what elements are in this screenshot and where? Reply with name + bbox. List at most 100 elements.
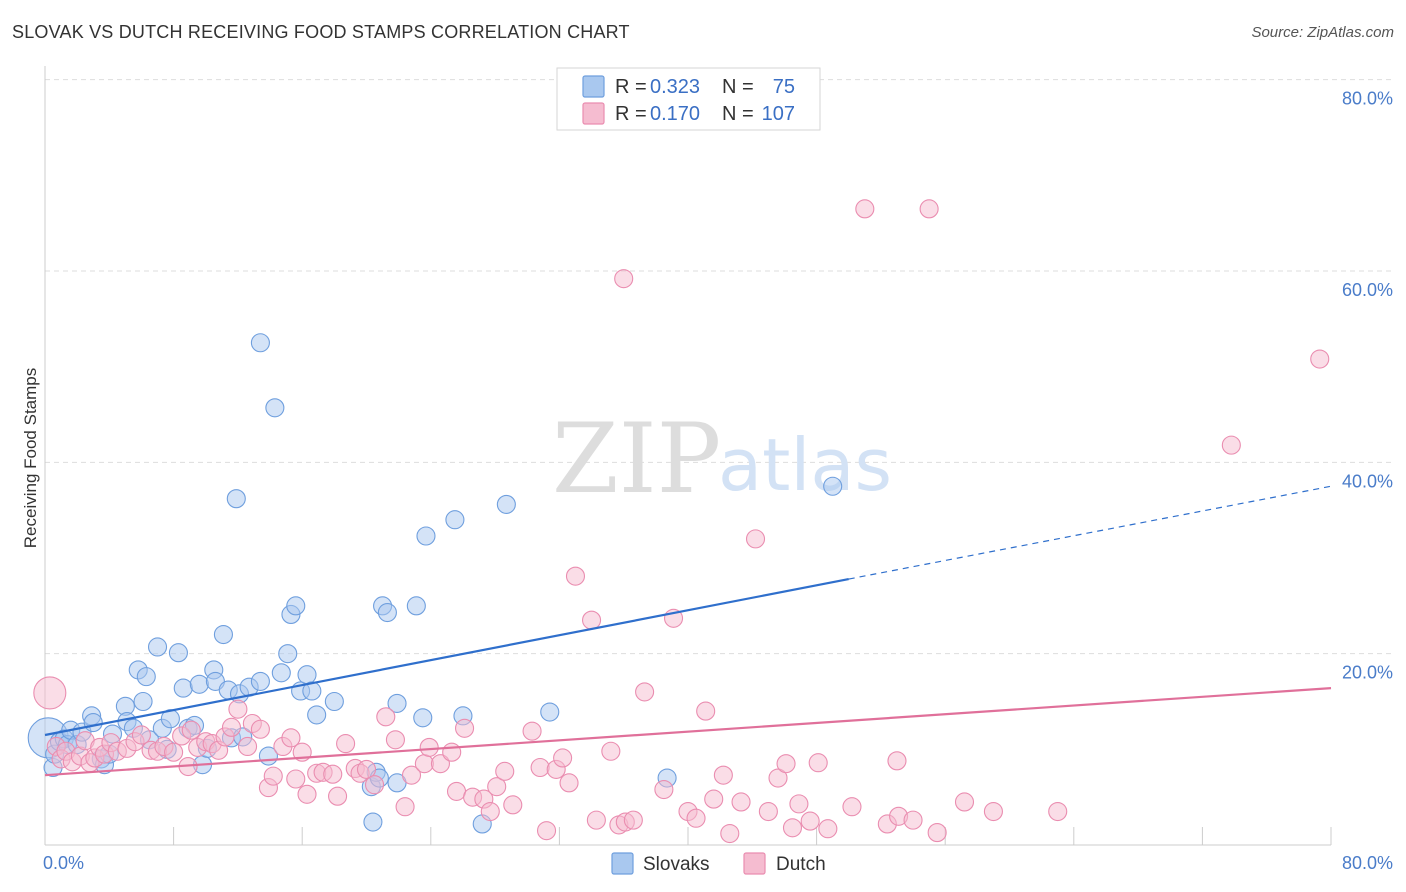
- point-dutch-101: [903, 810, 923, 830]
- point-dutch-90: [768, 768, 788, 788]
- point-dutch-37: [286, 769, 306, 789]
- y-tick-label-20: 20.0%: [1342, 663, 1393, 683]
- point-dutch-94: [800, 811, 820, 831]
- point-dutch-0: [33, 676, 67, 710]
- point-dutch-63: [495, 761, 515, 781]
- point-dutch-53: [414, 754, 434, 774]
- legend-r-label-slovaks: R =: [615, 76, 647, 98]
- point-dutch-30: [237, 736, 258, 757]
- point-dutch-109: [887, 751, 907, 771]
- point-dutch-55: [430, 754, 450, 774]
- point-dutch-105: [983, 801, 1003, 822]
- point-dutch-51: [395, 797, 415, 817]
- point-slovaks-64: [413, 708, 433, 728]
- tick-labels: 20.0% 40.0% 60.0% 80.0% 0.0% 80.0%: [43, 89, 1393, 873]
- point-slovaks-60: [377, 602, 397, 623]
- point-dutch-48: [364, 775, 385, 795]
- point-dutch-64: [503, 795, 523, 815]
- x-tick-label-left: 0.0%: [43, 853, 84, 873]
- point-slovaks-46: [271, 663, 291, 683]
- point-dutch-19: [164, 742, 184, 762]
- point-slovaks-72: [823, 476, 843, 496]
- point-dutch-74: [601, 741, 621, 761]
- point-dutch-102: [919, 199, 939, 219]
- point-dutch-82: [686, 808, 706, 828]
- point-slovaks-47: [278, 644, 298, 664]
- y-tick-label-40: 40.0%: [1342, 471, 1393, 491]
- legend-r-value-dutch: 0.170: [650, 103, 700, 125]
- point-dutch-95: [808, 753, 828, 773]
- point-slovaks-49: [286, 596, 306, 616]
- point-slovaks-69: [496, 494, 516, 514]
- point-slovaks-10: [83, 712, 103, 733]
- bottom-legend: Slovaks Dutch: [611, 852, 826, 875]
- point-dutch-62: [487, 777, 507, 797]
- trend-line-dutch: [44, 687, 1332, 777]
- point-slovaks-27: [173, 678, 193, 698]
- point-slovaks-53: [307, 705, 327, 725]
- trend-line-slovaks: [44, 577, 849, 737]
- point-dutch-61: [480, 801, 500, 822]
- point-dutch-97: [842, 797, 862, 817]
- point-dutch-58: [455, 718, 475, 738]
- point-dutch-78: [635, 682, 655, 702]
- point-slovaks-22: [147, 637, 168, 657]
- bottom-legend-label-slovaks: Slovaks: [643, 854, 710, 875]
- chart-title: SLOVAK VS DUTCH RECEIVING FOOD STAMPS CO…: [12, 22, 630, 42]
- legend-n-label-dutch: N =: [722, 103, 754, 125]
- bottom-legend-swatch-slovaks: [611, 852, 634, 875]
- point-dutch-71: [565, 566, 586, 586]
- legend-n-label-slovaks: N =: [722, 76, 754, 98]
- point-dutch-56: [442, 742, 462, 762]
- point-dutch-89: [758, 801, 778, 822]
- point-dutch-34: [263, 766, 283, 786]
- point-slovaks-44: [250, 333, 270, 353]
- trend-lines: [44, 485, 1332, 777]
- legend-n-value-dutch: 107: [762, 103, 795, 125]
- y-axis-title: Receiving Food Stamps: [21, 368, 40, 548]
- point-dutch-54: [419, 737, 439, 757]
- point-dutch-36: [281, 728, 301, 748]
- point-slovaks-51: [297, 665, 317, 685]
- bottom-legend-swatch-dutch: [743, 852, 766, 875]
- data-points: [27, 199, 1330, 844]
- point-slovaks-61: [387, 693, 407, 713]
- watermark-atlas-text: atlas: [718, 423, 892, 507]
- legend-swatch-slovaks: [582, 75, 605, 98]
- point-dutch-69: [553, 748, 573, 768]
- point-slovaks-54: [324, 691, 344, 712]
- point-dutch-39: [297, 784, 317, 804]
- axes: [44, 66, 1332, 846]
- grid-lines: [45, 79, 1395, 655]
- point-slovaks-20: [136, 667, 156, 687]
- point-dutch-49: [376, 707, 396, 727]
- point-dutch-79: [654, 779, 674, 800]
- point-dutch-85: [713, 765, 733, 785]
- point-dutch-103: [927, 823, 947, 843]
- point-slovaks-52: [302, 681, 322, 701]
- point-dutch-106: [1048, 801, 1068, 822]
- point-dutch-98: [855, 199, 875, 219]
- point-dutch-22: [181, 720, 201, 740]
- point-dutch-83: [696, 701, 716, 721]
- point-dutch-88: [745, 529, 766, 549]
- point-dutch-107: [1221, 435, 1241, 455]
- point-dutch-42: [323, 764, 343, 784]
- point-dutch-110: [614, 269, 634, 289]
- point-dutch-50: [385, 730, 405, 750]
- point-dutch-65: [522, 721, 542, 741]
- watermark-zip-text: ZIP: [552, 403, 721, 515]
- point-dutch-73: [586, 810, 606, 830]
- point-dutch-93: [789, 794, 809, 814]
- source-credit: Source: ZipAtlas.com: [1251, 24, 1394, 41]
- point-slovaks-42: [250, 671, 270, 691]
- legend-swatch-dutch: [582, 102, 605, 125]
- point-dutch-47: [356, 759, 377, 779]
- point-slovaks-45: [265, 398, 285, 418]
- point-dutch-87: [731, 792, 751, 812]
- point-dutch-92: [782, 818, 803, 838]
- point-slovaks-65: [416, 526, 436, 546]
- legend: R = 0.323 N = 75 R = 0.170 N = 107: [556, 67, 821, 131]
- point-slovaks-30: [189, 674, 209, 694]
